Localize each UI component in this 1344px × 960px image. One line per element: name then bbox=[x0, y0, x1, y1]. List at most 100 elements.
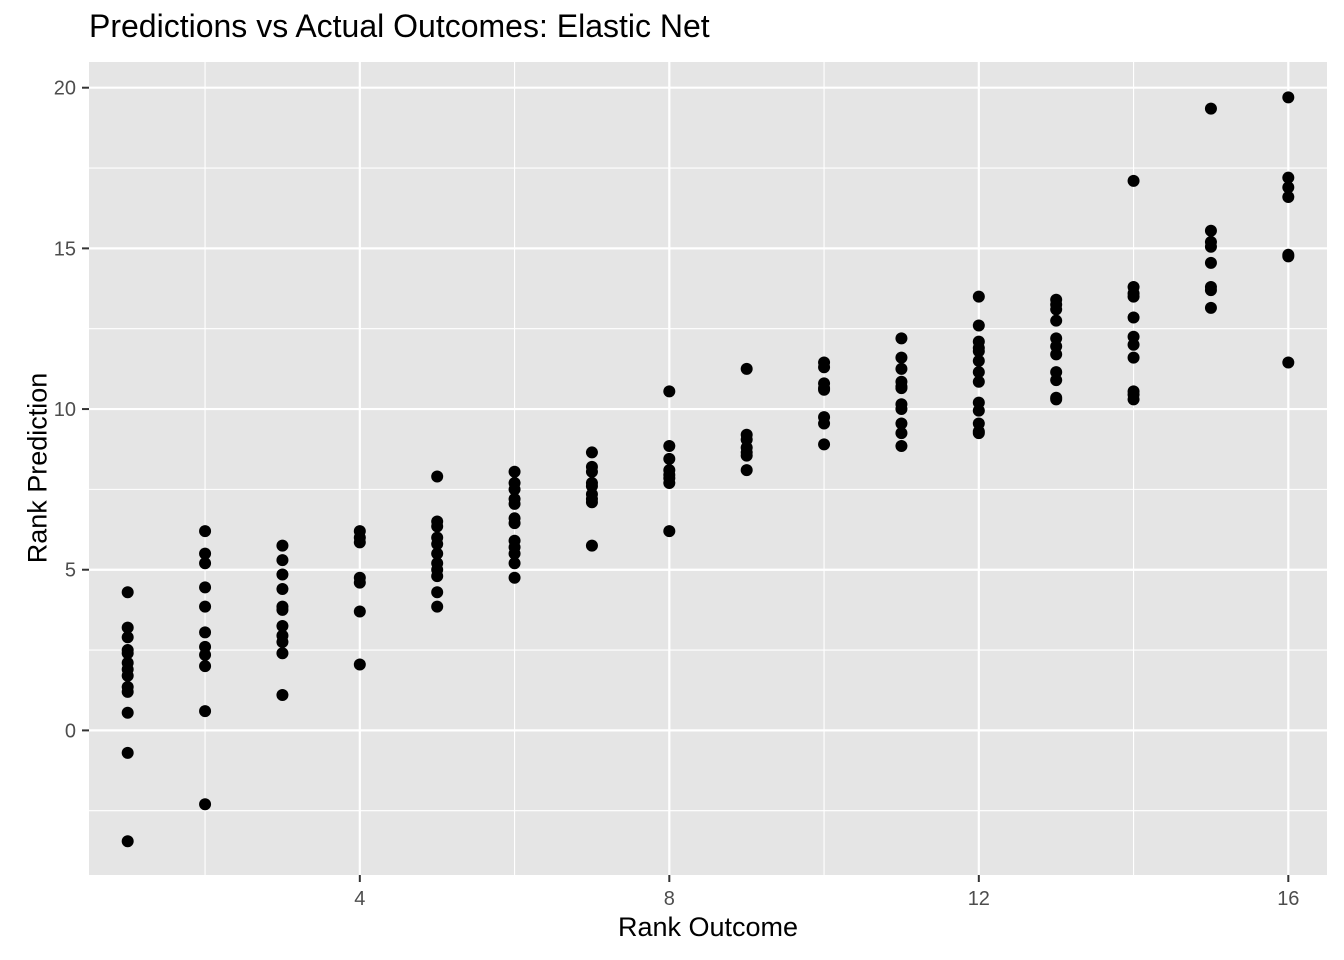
data-point bbox=[972, 366, 985, 379]
data-point bbox=[1127, 174, 1140, 187]
data-point bbox=[740, 362, 753, 375]
data-point bbox=[1204, 301, 1217, 314]
data-point bbox=[1050, 393, 1063, 406]
y-tick-label: 0 bbox=[65, 720, 76, 742]
data-point bbox=[121, 835, 134, 848]
data-point bbox=[1204, 240, 1217, 253]
chart-title: Predictions vs Actual Outcomes: Elastic … bbox=[89, 8, 710, 44]
data-point bbox=[121, 706, 134, 719]
data-point bbox=[1204, 224, 1217, 237]
data-point bbox=[276, 568, 289, 581]
data-point bbox=[663, 452, 676, 465]
data-point bbox=[1282, 190, 1295, 203]
data-point bbox=[895, 351, 908, 364]
y-tick-label: 20 bbox=[54, 78, 76, 100]
data-point bbox=[1282, 181, 1295, 194]
data-point bbox=[1127, 290, 1140, 303]
data-point bbox=[199, 547, 212, 560]
data-point bbox=[663, 385, 676, 398]
data-point bbox=[353, 536, 366, 549]
tick-labels: 4 8 12 16 0 5 10 15 20 bbox=[54, 78, 1300, 910]
data-point bbox=[1050, 348, 1063, 361]
data-point bbox=[1282, 250, 1295, 263]
data-point bbox=[276, 583, 289, 596]
data-point bbox=[199, 648, 212, 661]
data-points bbox=[121, 91, 1295, 848]
axis-ticks bbox=[82, 86, 1290, 882]
data-point bbox=[1204, 256, 1217, 269]
y-tick-label: 5 bbox=[65, 560, 76, 582]
data-point bbox=[431, 570, 444, 583]
data-point bbox=[431, 547, 444, 560]
data-point bbox=[972, 354, 985, 367]
data-point bbox=[199, 660, 212, 673]
x-axis-label: Rank Outcome bbox=[617, 912, 799, 942]
data-point bbox=[199, 525, 212, 538]
data-point bbox=[663, 476, 676, 489]
data-point bbox=[972, 375, 985, 388]
data-point bbox=[895, 417, 908, 430]
data-point bbox=[663, 440, 676, 453]
data-point bbox=[431, 600, 444, 613]
data-point bbox=[276, 539, 289, 552]
y-tick-label: 10 bbox=[54, 399, 76, 421]
data-point bbox=[972, 427, 985, 440]
data-point bbox=[121, 586, 134, 599]
data-point bbox=[121, 746, 134, 759]
data-point bbox=[1050, 303, 1063, 316]
data-point bbox=[895, 440, 908, 453]
data-point bbox=[121, 621, 134, 634]
data-point bbox=[121, 647, 134, 660]
data-point bbox=[431, 520, 444, 533]
data-point bbox=[199, 557, 212, 570]
plot-panel bbox=[89, 62, 1327, 875]
data-point bbox=[1050, 314, 1063, 327]
data-point bbox=[895, 403, 908, 416]
data-point bbox=[1282, 171, 1295, 184]
data-point bbox=[508, 497, 521, 510]
data-point bbox=[353, 605, 366, 618]
data-point bbox=[585, 465, 598, 478]
data-point bbox=[199, 600, 212, 613]
data-point bbox=[818, 361, 831, 374]
data-point bbox=[353, 576, 366, 589]
data-point bbox=[1282, 91, 1295, 104]
data-point bbox=[1204, 102, 1217, 115]
data-point bbox=[1050, 374, 1063, 387]
data-point bbox=[199, 798, 212, 811]
data-point bbox=[431, 470, 444, 483]
data-point bbox=[508, 483, 521, 496]
data-point bbox=[585, 496, 598, 509]
data-point bbox=[972, 290, 985, 303]
data-point bbox=[895, 332, 908, 345]
data-point bbox=[508, 557, 521, 570]
data-point bbox=[1127, 393, 1140, 406]
data-point bbox=[818, 383, 831, 396]
data-point bbox=[663, 525, 676, 538]
data-point bbox=[276, 689, 289, 702]
data-point bbox=[353, 658, 366, 671]
data-point bbox=[508, 571, 521, 584]
data-point bbox=[1127, 311, 1140, 324]
y-axis-label: Rank Prediction bbox=[22, 372, 53, 564]
data-point bbox=[276, 647, 289, 660]
data-point bbox=[1127, 338, 1140, 351]
data-point bbox=[431, 586, 444, 599]
data-point bbox=[1127, 351, 1140, 364]
data-point bbox=[199, 626, 212, 639]
data-point bbox=[121, 631, 134, 644]
data-point bbox=[972, 404, 985, 417]
data-point bbox=[972, 319, 985, 332]
data-point bbox=[508, 517, 521, 530]
data-point bbox=[1204, 284, 1217, 297]
data-point bbox=[585, 446, 598, 459]
data-point bbox=[199, 705, 212, 718]
y-tick-label: 15 bbox=[54, 238, 76, 260]
data-point bbox=[276, 619, 289, 632]
data-point bbox=[585, 539, 598, 552]
data-point bbox=[972, 345, 985, 358]
data-point bbox=[895, 427, 908, 440]
data-point bbox=[199, 581, 212, 594]
data-point bbox=[740, 464, 753, 477]
